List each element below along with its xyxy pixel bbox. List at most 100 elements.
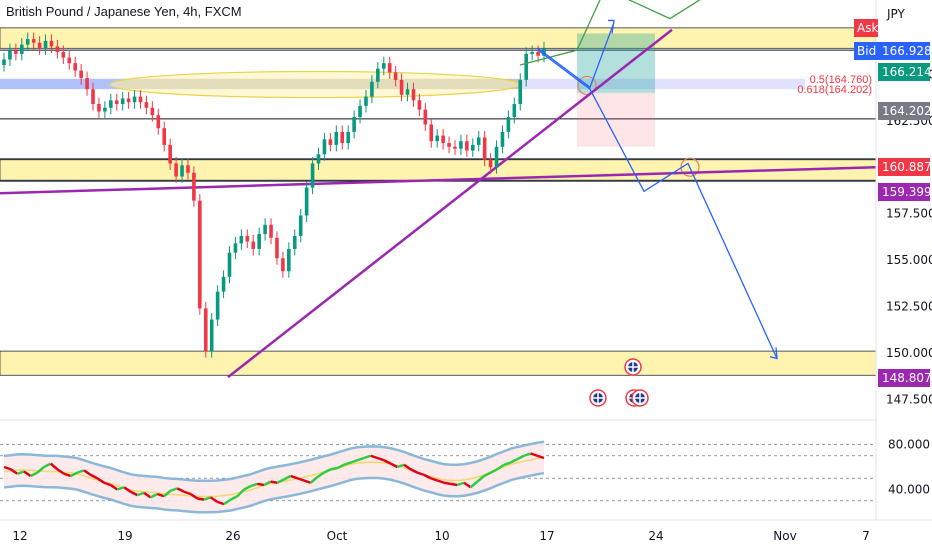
candle-body [524,53,528,80]
candle-body [174,163,178,177]
candle-body [186,165,190,173]
price-badge [878,183,930,201]
price-badge [878,42,930,60]
indicator-segment [189,492,199,500]
ellipse-highlight [109,70,521,99]
indicator-segment [23,470,32,478]
candle-body [310,163,315,188]
candle-body [322,139,327,155]
indicator-segment [350,459,358,464]
candle-body [55,46,60,53]
candle-body [447,143,451,147]
indicator-segment [296,477,305,482]
indicator-segment [450,482,458,487]
indicator-segment [370,454,378,460]
fib-label: 0.618(164.202) [797,84,872,96]
candle-body [494,146,499,168]
indicator-segment [150,492,158,499]
indicator-segment [410,468,418,474]
candle-body [37,42,42,49]
indicator-segment [76,469,85,474]
indicator-segment [250,482,258,488]
candle-body [459,141,463,149]
candle-body [429,124,434,142]
candle-body [269,224,273,238]
candle-body [453,146,457,149]
indicator-segment [363,454,372,460]
candle-body [435,135,439,142]
economic-events[interactable] [589,358,649,407]
indicator-segment [176,487,185,493]
ask-label: Ask [857,21,878,35]
trendline-rising [227,28,673,379]
date-tick-label: 17 [539,529,554,543]
price-tick-label: 157.500 [886,207,932,221]
indicator-segment [36,466,45,474]
indicator-segment [376,456,385,462]
indicator-segment [469,480,479,489]
indicator-segment [343,461,352,466]
price-scale-bg [876,0,932,520]
candle-body [2,59,6,66]
candle-body [417,100,422,110]
zone [0,27,877,49]
indicator-segment [163,489,172,498]
indicator-segment [336,463,345,470]
candle-body [85,78,89,90]
indicator-segment [90,473,98,480]
indicator-lower-band [3,471,545,514]
candle-body [328,139,333,145]
date-tick-label: 26 [225,529,240,543]
indicator-segment [123,486,132,493]
indicator-segment [303,479,312,484]
candle-body [245,235,250,242]
candle-body [198,200,202,309]
blue-projection-up [537,22,615,89]
candle-body [387,63,392,73]
candle-body [180,165,184,177]
circle-marker [577,75,597,96]
indicator-segment [109,483,119,491]
candle-body [251,241,256,249]
indicator-segment [496,463,505,471]
indicator-segment [516,454,525,461]
uk-flag-icon[interactable] [631,389,649,407]
candle-body [120,98,125,105]
fib-band-right [520,78,805,90]
date-tick-label: 19 [117,529,132,543]
candle-body [150,107,155,116]
indicator-segment [83,469,92,476]
indicator-segment [156,492,165,498]
price-tick-label: 147.500 [886,392,932,406]
candle-body [304,187,309,216]
position-profit-zone[interactable] [577,33,655,93]
candle-body [364,96,368,106]
candle-body [203,308,208,352]
indicator-segment [236,488,245,498]
candle-body [162,128,167,145]
date-tick-label: 10 [434,529,449,543]
long-position-tool[interactable] [577,33,655,147]
candle-body [73,63,78,71]
candle-body [470,144,475,151]
indicator-segment [197,497,205,501]
indicator-segment [283,474,292,481]
indicator-segment [43,462,52,469]
candle-body [411,89,416,101]
uk-flag-icon[interactable] [624,358,642,376]
candle-body [292,235,297,249]
time-scale[interactable]: 12 19 26 Oct 10 17 24 Nov 7 [0,519,932,550]
candle-body [334,131,339,145]
uk-flag-icon[interactable] [589,389,607,407]
candle-body [31,39,36,43]
price-badge [878,102,930,120]
candle-body [20,44,24,54]
candle-body [441,135,445,144]
indicator-segment [263,480,272,487]
indicator-segment [203,496,212,501]
arrow-head [608,19,615,34]
zone [0,350,877,376]
price-badge-label: 159.399 [882,185,932,199]
candle-body [144,102,149,108]
